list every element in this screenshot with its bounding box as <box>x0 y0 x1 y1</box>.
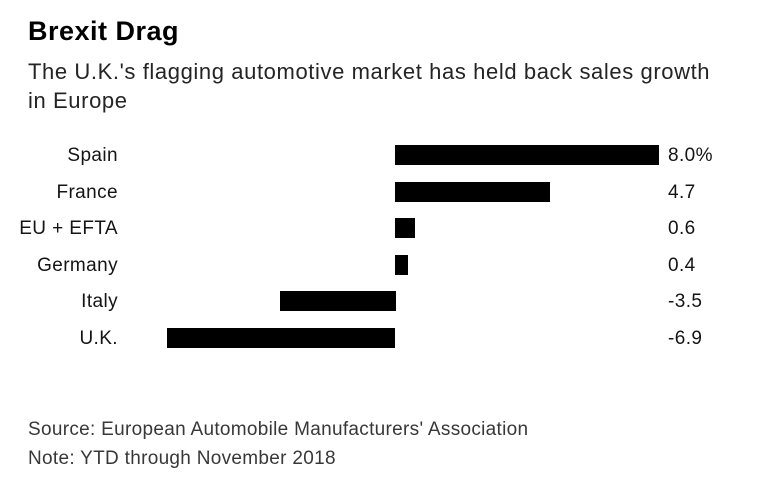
value-label: -3.5 <box>668 291 703 312</box>
category-label: France <box>56 182 118 203</box>
category-label: Italy <box>81 291 118 312</box>
data-bar <box>395 182 550 202</box>
chart-row: Germany 0.4 <box>0 255 768 276</box>
data-bar <box>395 255 408 275</box>
value-label: 0.6 <box>668 218 696 239</box>
chart-row: EU + EFTA 0.6 <box>0 218 768 239</box>
value-label: 8.0% <box>668 145 713 166</box>
category-label: Germany <box>37 255 118 276</box>
category-label: Spain <box>67 145 118 166</box>
data-bar <box>395 218 415 238</box>
value-label: 4.7 <box>668 182 696 203</box>
chart-row: Italy -3.5 <box>0 291 768 312</box>
note-text: Note: YTD through November 2018 <box>28 448 336 469</box>
chart-subtitle: The U.K.'s flagging automotive market ha… <box>28 57 764 115</box>
source-text: Source: European Automobile Manufacturer… <box>28 419 529 440</box>
subtitle-line-1: The U.K.'s flagging automotive market ha… <box>28 59 711 84</box>
chart-row: Spain 8.0% <box>0 145 768 166</box>
chart-row: France 4.7 <box>0 182 768 203</box>
bar-chart: Spain 8.0% France 4.7 EU + EFTA 0.6 Germany 0.4… <box>0 145 768 369</box>
subtitle-line-2: in Europe <box>28 88 128 113</box>
category-label: U.K. <box>79 328 118 349</box>
category-label: EU + EFTA <box>19 218 118 239</box>
data-bar <box>395 145 659 165</box>
data-bar <box>167 328 395 348</box>
value-label: 0.4 <box>668 255 696 276</box>
chart-title: Brexit Drag <box>28 16 180 46</box>
data-bar <box>280 291 396 311</box>
value-label: -6.9 <box>668 328 703 349</box>
chart-row: U.K. -6.9 <box>0 328 768 349</box>
